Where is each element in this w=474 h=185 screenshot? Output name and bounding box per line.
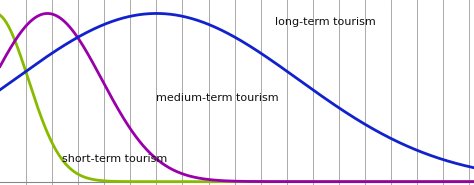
Text: long-term tourism: long-term tourism bbox=[275, 17, 376, 27]
Text: short-term tourism: short-term tourism bbox=[62, 154, 167, 164]
Text: medium-term tourism: medium-term tourism bbox=[156, 93, 279, 103]
